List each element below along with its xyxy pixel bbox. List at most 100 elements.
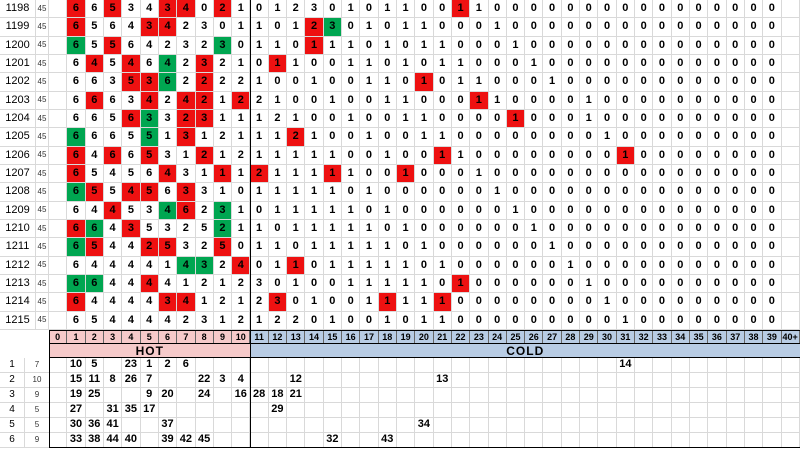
skip-cell: 1 (305, 293, 324, 312)
skip-cell: 0 (635, 54, 654, 74)
skip-cell: 0 (470, 36, 489, 55)
skip-cell: 0 (598, 311, 617, 330)
summary-number-cell (488, 432, 507, 448)
skip-cell (781, 274, 800, 294)
summary-number-cell (287, 402, 306, 418)
skip-cell: 0 (543, 54, 562, 74)
skip-cell: 0 (726, 164, 745, 184)
skip-cell: 1 (415, 311, 434, 330)
summary-number-cell: 29 (268, 402, 288, 418)
draw-number: 1199 (0, 18, 36, 37)
skip-cell: 1 (378, 36, 397, 55)
skip-cell: 3 (177, 183, 196, 202)
summary-number-cell (470, 417, 489, 433)
skip-cell: 1 (268, 36, 288, 55)
skip-cell: 2 (268, 311, 288, 330)
skip-cell: 1 (433, 54, 452, 74)
skip-header-cell: 17 (360, 329, 379, 344)
summary-number-cell (689, 402, 709, 418)
skip-cell: 1 (323, 311, 342, 330)
skip-cell: 1 (433, 36, 452, 55)
skip-cell: 0 (726, 0, 745, 19)
skip-cell: 3 (140, 201, 159, 220)
skip-cell: 5 (85, 311, 104, 330)
skip-cell: 0 (653, 128, 672, 147)
skip-cell: 5 (122, 128, 141, 147)
skip-cell: 0 (653, 311, 672, 330)
skip-cell: 0 (543, 183, 562, 202)
skip-cell: 1 (396, 0, 416, 19)
skip-cell (49, 274, 68, 294)
skip-cell: 0 (488, 128, 507, 147)
skip-cell: 0 (726, 219, 745, 239)
pool-size: 45 (36, 293, 49, 312)
skip-cell: 0 (433, 219, 452, 239)
skip-cell: 0 (635, 274, 654, 294)
skip-cell: 4 (177, 91, 196, 110)
skip-cell: 4 (140, 274, 159, 294)
summary-number-cell (195, 402, 214, 418)
skip-cell: 6 (67, 91, 86, 110)
skip-cell: 0 (763, 238, 782, 257)
summary-rank: 1 (0, 357, 25, 373)
skip-cell: 0 (561, 311, 581, 330)
summary-number-cell (250, 417, 269, 433)
skip-cell: 0 (342, 146, 361, 165)
skip-cell: 0 (415, 219, 434, 239)
skip-cell: 0 (470, 293, 489, 312)
skip-cell: 0 (543, 293, 562, 312)
skip-cell: 2 (213, 73, 233, 92)
skip-cell: 1 (305, 201, 324, 220)
skip-cell: 4 (122, 274, 141, 294)
skip-cell: 1 (323, 219, 342, 239)
skip-cell: 0 (689, 201, 709, 220)
summary-number-cell (708, 432, 727, 448)
skip-cell: 0 (451, 183, 471, 202)
skip-cell: 1 (451, 274, 471, 294)
draw-number: 1202 (0, 73, 36, 92)
skip-cell: 4 (122, 18, 141, 37)
skip-cell: 0 (708, 36, 727, 55)
skip-cell: 1 (470, 73, 489, 92)
skip-cell: 0 (635, 36, 654, 55)
skip-cell: 0 (653, 36, 672, 55)
summary-number-cell: 27 (67, 402, 86, 418)
skip-cell: 0 (671, 311, 690, 330)
skip-cell: 5 (103, 36, 123, 55)
skip-cell: 0 (451, 128, 471, 147)
summary-number-cell (213, 432, 233, 448)
skip-cell: 0 (598, 109, 617, 129)
skip-header-cell: 7 (177, 329, 196, 344)
summary-number-cell (305, 432, 324, 448)
summary-number-cell (726, 372, 745, 388)
skip-header-cell: 26 (525, 329, 544, 344)
skip-cell: 3 (195, 18, 214, 37)
skip-cell: 0 (543, 109, 562, 129)
hot-band: HOT (49, 343, 251, 358)
skip-cell: 0 (726, 183, 745, 202)
skip-cell: 1 (287, 274, 306, 294)
skip-cell: 1 (451, 0, 471, 19)
summary-number-cell (488, 357, 507, 373)
summary-number-cell (451, 417, 471, 433)
skip-cell: 5 (122, 164, 141, 184)
pool-size: 45 (36, 311, 49, 330)
summary-number-cell (708, 372, 727, 388)
skip-cell: 0 (635, 91, 654, 110)
skip-cell: 0 (488, 54, 507, 74)
skip-cell: 6 (103, 146, 123, 165)
summary-number-cell (451, 402, 471, 418)
skip-cell: 0 (506, 128, 526, 147)
draw-row: 1200 45 6 5 5 6 4 2 3 2 3 0 1 1 0 1 1 1 0 1 0 1 1 0 0 0 1 0 0 0 0 0 0 0 0 0… (0, 36, 800, 55)
skip-cell: 0 (598, 183, 617, 202)
summary-number-cell (250, 372, 269, 388)
draw-number: 1205 (0, 128, 36, 147)
skip-cell: 2 (232, 311, 251, 330)
summary-number-cell (708, 387, 727, 403)
skip-cell: 0 (268, 73, 288, 92)
skip-cell: 0 (506, 219, 526, 239)
skip-header-cell: 12 (268, 329, 288, 344)
summary-number-cell (287, 417, 306, 433)
skip-cell: 4 (103, 164, 123, 184)
skip-cell: 0 (653, 54, 672, 74)
